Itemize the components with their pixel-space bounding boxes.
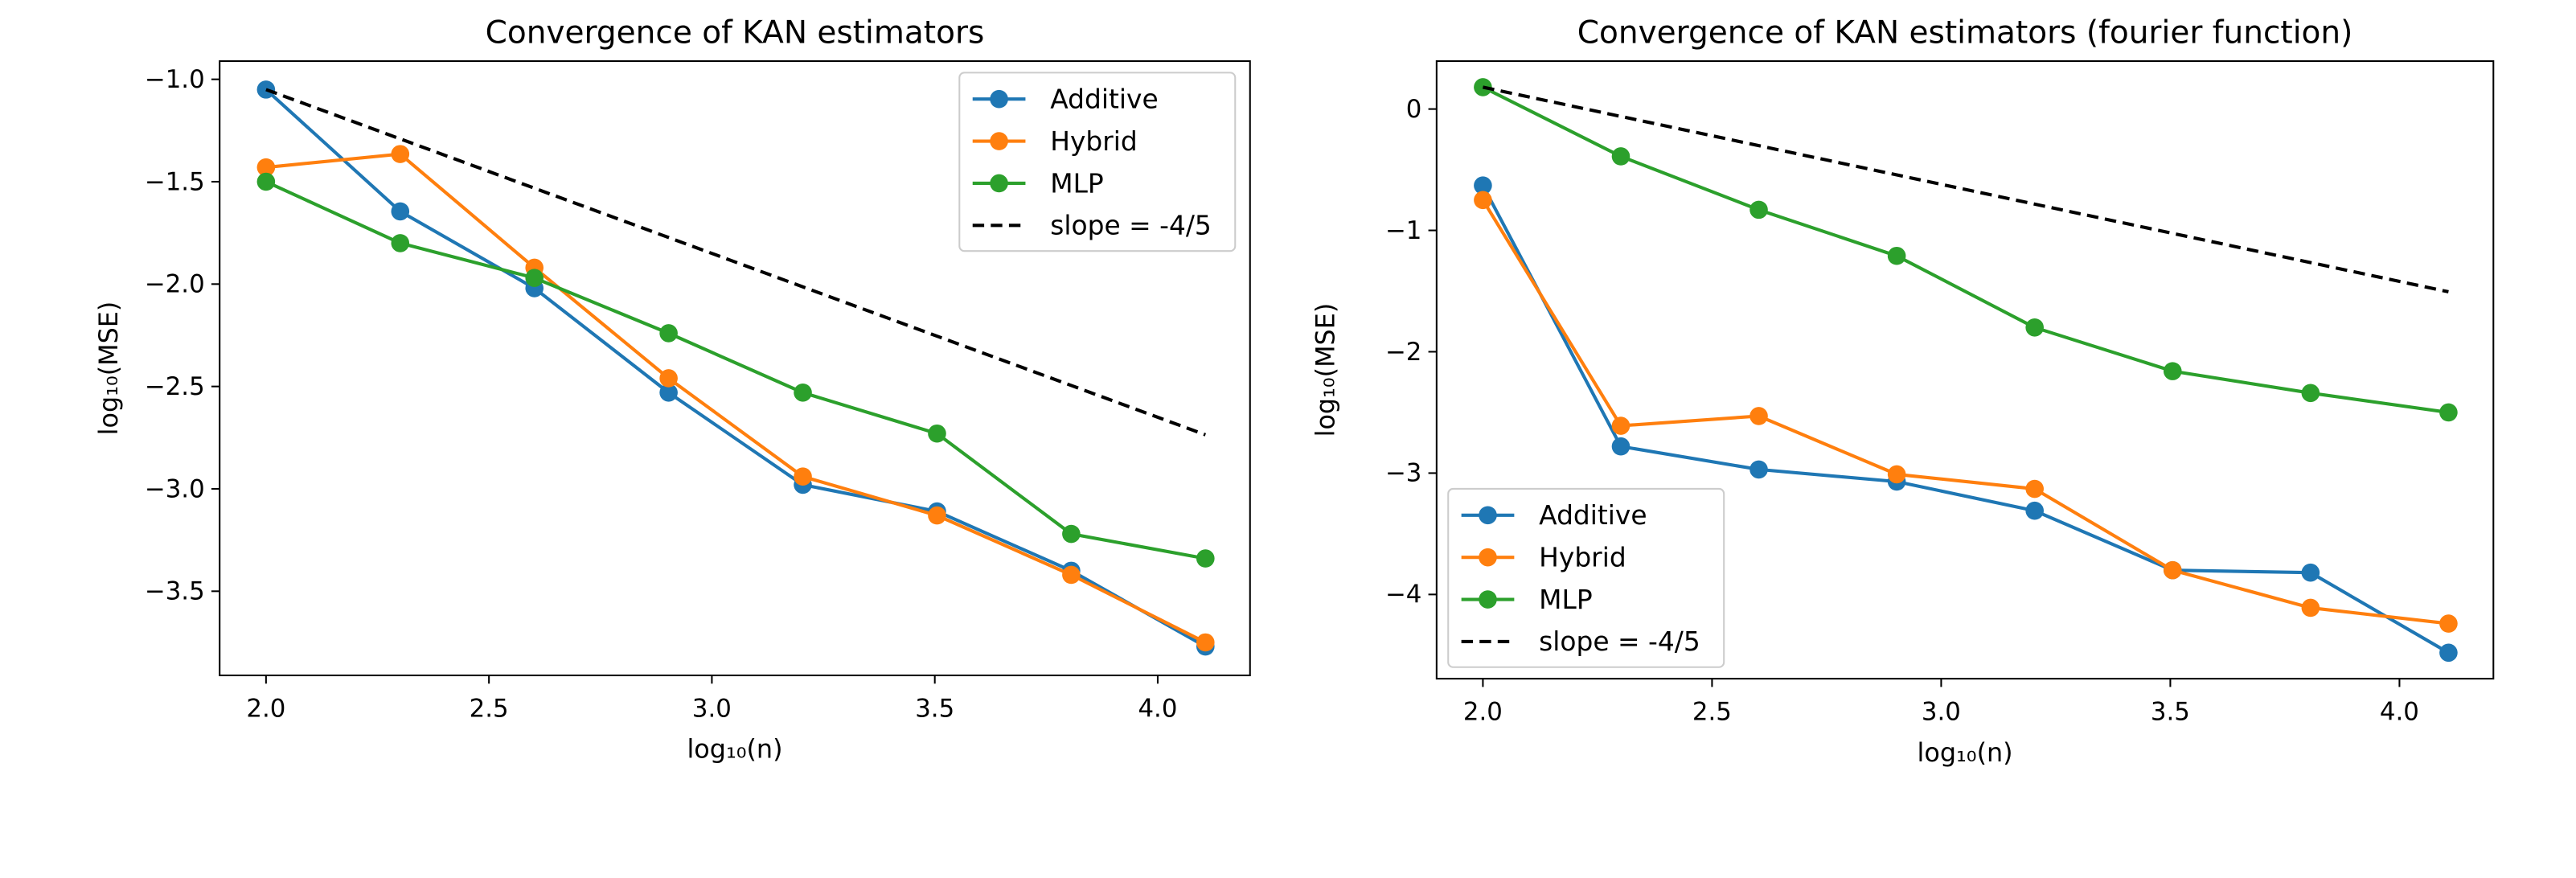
data-point <box>794 384 812 402</box>
data-point <box>1062 524 1081 544</box>
y-tick-label: −2.5 <box>145 372 205 401</box>
data-point <box>1196 549 1215 568</box>
y-axis-label: log₁₀(MSE) <box>93 302 124 436</box>
x-tick-label: 4.0 <box>2380 697 2419 726</box>
series-line <box>265 180 1206 560</box>
legend-box <box>958 72 1237 252</box>
legend-marker <box>1479 506 1497 525</box>
x-tick-label: 2.0 <box>1463 697 1503 726</box>
data-point <box>1611 147 1631 166</box>
data-point <box>1474 176 1492 195</box>
chart-title: Convergence of KAN estimators <box>486 14 985 51</box>
data-point <box>1749 407 1768 425</box>
legend-label: Additive <box>1539 499 1647 531</box>
x-tick-label: 3.0 <box>1922 697 1961 726</box>
legend-label: Additive <box>1050 84 1158 115</box>
data-point <box>2025 501 2044 520</box>
data-point <box>2025 479 2044 498</box>
data-point <box>2301 563 2320 582</box>
chart: Convergence of KAN estimators log₁₀(n) log… <box>93 14 1251 765</box>
y-tick-label: −3.5 <box>145 577 205 606</box>
series-line <box>1482 85 2449 414</box>
series-line <box>265 152 1207 644</box>
data-point <box>1474 191 1492 210</box>
x-tick-label: 3.0 <box>692 694 732 723</box>
y-tick-label: −2.0 <box>145 270 205 299</box>
data-point <box>794 467 812 486</box>
legend: Additive Hybrid MLP slope = -4/5 <box>958 72 1237 252</box>
data-point <box>2301 384 2320 403</box>
plot-frame <box>219 59 1251 677</box>
legend-label: MLP <box>1050 167 1103 199</box>
y-tick-label: −3.0 <box>145 474 205 503</box>
legend-marker <box>1479 548 1497 567</box>
x-axis-label: log₁₀(n) <box>1918 737 2013 768</box>
x-tick-label: 3.5 <box>915 694 954 723</box>
data-point <box>928 424 946 443</box>
legend-box <box>1447 487 1725 668</box>
series-line <box>265 88 1207 437</box>
data-point <box>2439 614 2458 633</box>
data-point <box>1611 437 1631 456</box>
y-tick-label: −1.5 <box>145 167 205 196</box>
legend-label: Hybrid <box>1050 125 1138 157</box>
data-point <box>1749 460 1768 479</box>
data-point <box>1749 200 1768 220</box>
data-point <box>2163 560 2182 580</box>
data-point <box>256 158 276 177</box>
chart: Convergence of KAN estimators (fourier f… <box>1311 14 2495 768</box>
x-tick-label: 2.5 <box>1692 697 1732 726</box>
data-point <box>1611 416 1631 435</box>
y-tick-label: 0 <box>1406 95 1422 124</box>
legend-label: MLP <box>1539 584 1592 615</box>
y-tick-label: −1 <box>1385 216 1421 245</box>
series-line <box>265 88 1207 648</box>
legend: Additive Hybrid MLP slope = -4/5 <box>1447 487 1725 668</box>
chart-title: Convergence of KAN estimators (fourier f… <box>1577 14 2353 51</box>
data-point <box>2025 318 2044 337</box>
data-point <box>1196 633 1215 652</box>
data-point <box>391 145 410 163</box>
data-point <box>391 202 410 221</box>
series-line <box>1481 199 2449 626</box>
legend-label: Hybrid <box>1539 541 1626 572</box>
series-line <box>1481 184 2450 654</box>
y-tick-label: −3 <box>1385 459 1421 488</box>
y-tick-label: −2 <box>1385 338 1421 367</box>
x-axis-label: log₁₀(n) <box>687 734 782 765</box>
x-tick-label: 4.0 <box>1138 694 1177 723</box>
data-point <box>2163 362 2182 380</box>
legend-marker <box>1479 590 1497 609</box>
data-point <box>1887 246 1906 265</box>
x-tick-label: 3.5 <box>2151 697 2190 726</box>
data-point <box>1062 565 1081 585</box>
data-point <box>391 234 410 252</box>
data-point <box>2439 643 2458 663</box>
data-point <box>2439 403 2458 422</box>
data-point <box>256 172 276 191</box>
y-tick-label: −1.0 <box>145 65 205 94</box>
data-point <box>525 269 544 287</box>
legend-marker <box>990 89 1008 109</box>
legend-label: slope = -4/5 <box>1539 626 1700 657</box>
y-tick-label: −4 <box>1385 581 1421 609</box>
data-point <box>928 506 946 525</box>
plot-frame <box>1435 59 2495 680</box>
data-point <box>659 384 678 402</box>
data-point <box>2301 598 2320 617</box>
data-point <box>659 324 678 343</box>
series-line <box>1482 85 2449 293</box>
legend-marker <box>990 174 1008 193</box>
data-point <box>1887 465 1906 484</box>
data-point <box>659 369 678 388</box>
legend-marker <box>990 132 1008 150</box>
x-tick-label: 2.5 <box>470 694 509 723</box>
legend-label: slope = -4/5 <box>1050 210 1212 241</box>
y-axis-label: log₁₀(MSE) <box>1311 303 1341 437</box>
x-tick-label: 2.0 <box>246 694 285 723</box>
